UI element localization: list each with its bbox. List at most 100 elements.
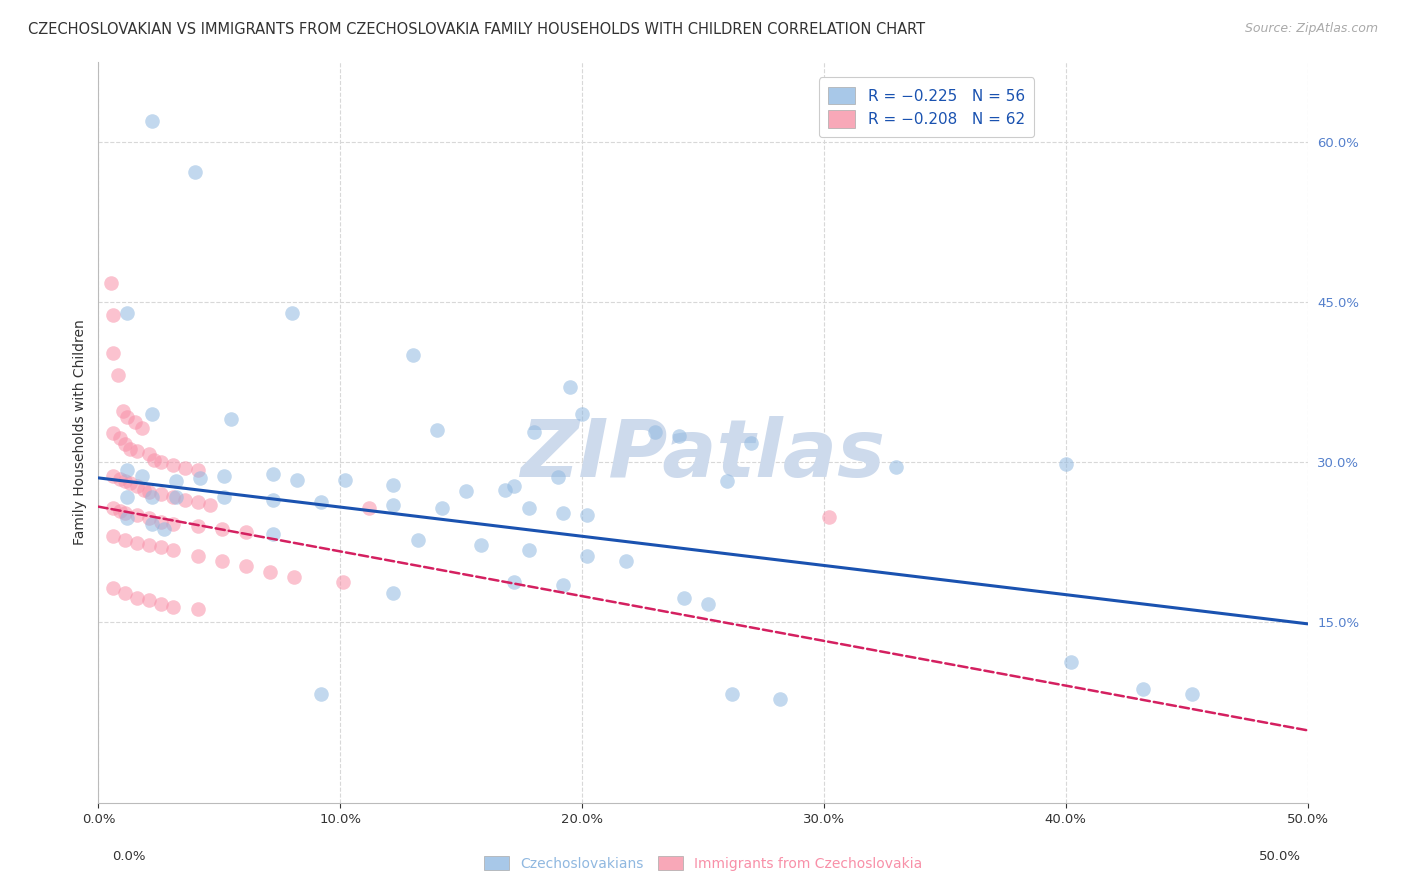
Point xyxy=(1054,457,1077,471)
Point xyxy=(285,473,308,487)
Point xyxy=(111,404,134,418)
Point xyxy=(696,597,718,611)
Text: CZECHOSLOVAKIAN VS IMMIGRANTS FROM CZECHOSLOVAKIA FAMILY HOUSEHOLDS WITH CHILDRE: CZECHOSLOVAKIAN VS IMMIGRANTS FROM CZECH… xyxy=(28,22,925,37)
Point xyxy=(118,442,141,457)
Point xyxy=(165,474,187,488)
Point xyxy=(503,575,526,590)
Point xyxy=(198,498,221,512)
Point xyxy=(769,692,792,706)
Point xyxy=(1132,681,1154,696)
Point xyxy=(138,593,160,607)
Point xyxy=(187,463,209,477)
Point xyxy=(817,510,839,524)
Point xyxy=(101,500,124,515)
Point xyxy=(332,575,354,590)
Point xyxy=(101,581,124,595)
Point xyxy=(668,429,690,443)
Point xyxy=(259,565,281,579)
Point xyxy=(470,538,492,552)
Point xyxy=(162,599,184,614)
Point xyxy=(212,468,235,483)
Point xyxy=(114,586,136,600)
Point xyxy=(187,549,209,563)
Point xyxy=(382,498,405,512)
Point xyxy=(547,470,569,484)
Point xyxy=(184,165,207,179)
Point xyxy=(281,306,304,320)
Point xyxy=(721,687,744,701)
Point xyxy=(454,483,477,498)
Point xyxy=(221,412,243,426)
Point xyxy=(101,308,124,322)
Point xyxy=(134,483,156,497)
Point xyxy=(117,306,139,320)
Point xyxy=(523,425,546,439)
Point xyxy=(211,554,233,568)
Point xyxy=(127,591,149,606)
Point xyxy=(1059,655,1081,669)
Text: ZIPatlas: ZIPatlas xyxy=(520,416,886,494)
Point xyxy=(114,474,136,488)
Point xyxy=(124,416,146,430)
Point xyxy=(131,468,153,483)
Point xyxy=(108,432,131,446)
Point xyxy=(138,538,160,552)
Point xyxy=(117,410,139,425)
Point xyxy=(262,527,284,541)
Point xyxy=(212,490,235,504)
Point xyxy=(107,368,129,382)
Point xyxy=(558,380,581,394)
Point xyxy=(503,479,526,493)
Point xyxy=(262,493,284,508)
Y-axis label: Family Households with Children: Family Households with Children xyxy=(73,319,87,546)
Point xyxy=(127,479,149,493)
Point xyxy=(114,533,136,547)
Point xyxy=(187,495,209,509)
Point xyxy=(101,468,124,483)
Point xyxy=(187,602,209,616)
Text: 50.0%: 50.0% xyxy=(1258,850,1301,863)
Point xyxy=(127,536,149,550)
Point xyxy=(150,540,173,554)
Point xyxy=(162,490,184,504)
Point xyxy=(211,522,233,536)
Point xyxy=(101,346,124,360)
Point xyxy=(309,687,332,701)
Point xyxy=(716,474,738,488)
Point xyxy=(141,114,163,128)
Point xyxy=(101,426,124,441)
Point xyxy=(644,425,666,439)
Point xyxy=(614,554,637,568)
Point xyxy=(141,516,163,531)
Point xyxy=(262,467,284,481)
Point xyxy=(118,476,141,491)
Point xyxy=(138,511,160,525)
Point xyxy=(551,578,574,592)
Point xyxy=(382,586,405,600)
Point xyxy=(174,493,197,508)
Point xyxy=(150,597,173,611)
Point xyxy=(283,570,305,584)
Point xyxy=(114,506,136,520)
Point xyxy=(114,437,136,451)
Point xyxy=(406,533,429,547)
Point xyxy=(426,423,449,437)
Point xyxy=(162,458,184,472)
Point xyxy=(494,483,516,497)
Point xyxy=(575,508,598,523)
Point xyxy=(100,276,122,290)
Legend: Czechoslovakians, Immigrants from Czechoslovakia: Czechoslovakians, Immigrants from Czecho… xyxy=(478,850,928,876)
Point xyxy=(165,490,187,504)
Point xyxy=(430,500,453,515)
Point xyxy=(150,515,173,529)
Point xyxy=(235,525,257,540)
Point xyxy=(143,452,166,467)
Point xyxy=(309,495,332,509)
Point xyxy=(517,500,540,515)
Point xyxy=(138,447,160,461)
Text: 0.0%: 0.0% xyxy=(112,850,146,863)
Point xyxy=(575,549,598,563)
Point xyxy=(152,522,174,536)
Point xyxy=(117,490,139,504)
Point xyxy=(402,348,425,362)
